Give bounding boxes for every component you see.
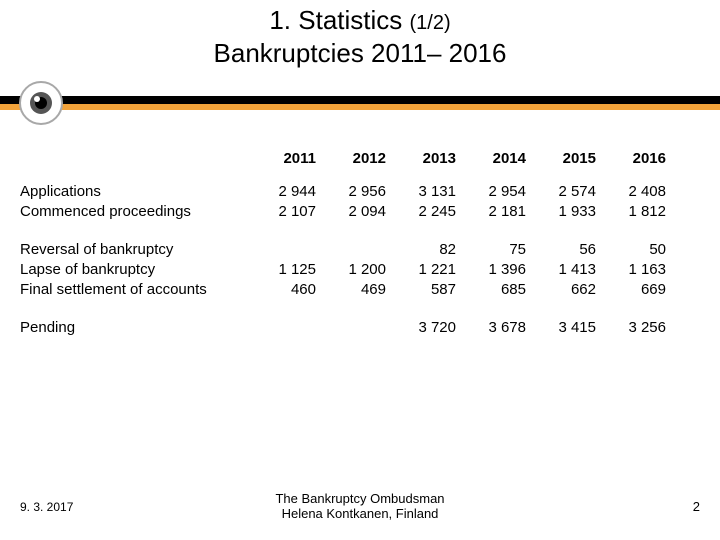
- row-label: Reversal of bankruptcy: [20, 241, 246, 261]
- year-2: 2013: [386, 150, 456, 183]
- table-row: Pending 3 720 3 678 3 415 3 256: [20, 319, 666, 339]
- year-3: 2014: [456, 150, 526, 183]
- title-line1: 1. Statistics (1/2): [0, 4, 720, 37]
- row-label: Applications: [20, 183, 246, 203]
- title-block: 1. Statistics (1/2) Bankruptcies 2011– 2…: [0, 0, 720, 69]
- row-label: Lapse of bankruptcy: [20, 261, 246, 281]
- year-0: 2011: [246, 150, 316, 183]
- title-main: 1. Statistics: [269, 5, 402, 35]
- stats-table: 2011 2012 2013 2014 2015 2016 Applicatio…: [20, 150, 666, 339]
- slide: 1. Statistics (1/2) Bankruptcies 2011– 2…: [0, 0, 720, 540]
- table-row: Final settlement of accounts 460 469 587…: [20, 281, 666, 301]
- footer-line2: Helena Kontkanen, Finland: [282, 506, 439, 521]
- row-label: Pending: [20, 319, 246, 339]
- table-row: Commenced proceedings 2 107 2 094 2 245 …: [20, 203, 666, 223]
- row-label: Final settlement of accounts: [20, 281, 246, 301]
- eye-icon: [18, 80, 64, 126]
- footer-line1: The Bankruptcy Ombudsman: [275, 491, 444, 506]
- year-4: 2015: [526, 150, 596, 183]
- spacer-row: [20, 301, 666, 319]
- table-row: Reversal of bankruptcy 82 75 56 50: [20, 241, 666, 261]
- spacer-row: [20, 223, 666, 241]
- table-row: Applications 2 944 2 956 3 131 2 954 2 5…: [20, 183, 666, 203]
- stats-table-wrap: 2011 2012 2013 2014 2015 2016 Applicatio…: [20, 150, 710, 339]
- row-label: Commenced proceedings: [20, 203, 246, 223]
- year-5: 2016: [596, 150, 666, 183]
- title-sub: (1/2): [410, 12, 451, 34]
- footer-page: 2: [693, 499, 700, 514]
- divider-orange: [0, 104, 720, 110]
- divider: [0, 96, 720, 118]
- table-row: Lapse of bankruptcy 1 125 1 200 1 221 1 …: [20, 261, 666, 281]
- table-header-row: 2011 2012 2013 2014 2015 2016: [20, 150, 666, 183]
- year-1: 2012: [316, 150, 386, 183]
- footer-center: The Bankruptcy Ombudsman Helena Kontkane…: [0, 491, 720, 522]
- title-line2: Bankruptcies 2011– 2016: [0, 37, 720, 70]
